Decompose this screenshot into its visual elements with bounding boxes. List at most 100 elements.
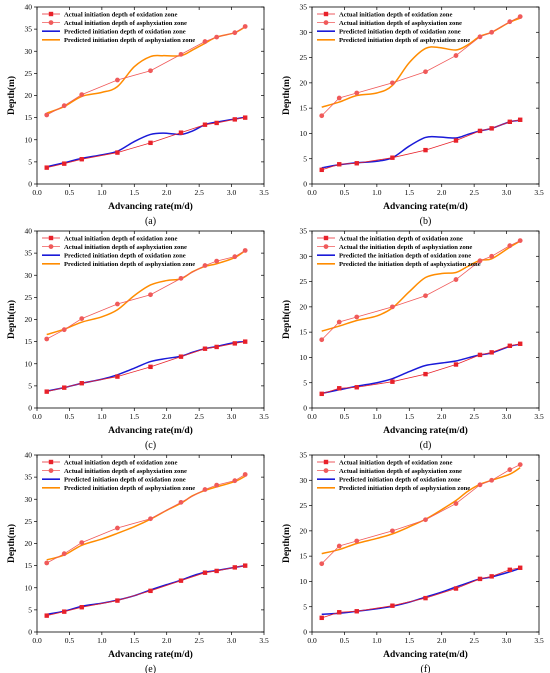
data-point-square — [178, 354, 184, 359]
data-point-square — [390, 603, 395, 608]
data-point-circle — [178, 275, 184, 281]
series-0 — [44, 339, 248, 394]
series-1 — [319, 238, 523, 343]
data-point-circle — [44, 336, 50, 342]
y-tick-label: 25 — [300, 277, 308, 286]
data-point-square — [337, 386, 342, 391]
data-point-square — [148, 364, 153, 370]
chart-svg: 0.0 0.5 1.0 1.5 2.0 2.5 3.0 3.5 0 5 10 15 20 25 30 35 Ad… — [281, 3, 544, 227]
data-point-square — [453, 362, 459, 367]
data-point-square — [44, 613, 49, 618]
legend-marker-square — [48, 459, 54, 465]
data-point-square — [517, 341, 523, 346]
data-point-square — [423, 371, 428, 377]
y-tick-label: 35 — [300, 227, 308, 236]
x-tick-label: 3.0 — [502, 188, 512, 197]
y-tick-label: 0 — [303, 404, 307, 413]
x-tick-label: 1.0 — [372, 636, 382, 645]
data-point-circle — [319, 561, 325, 567]
data-point-circle — [202, 263, 208, 268]
x-tick-label: 2.5 — [194, 412, 204, 421]
data-point-circle — [477, 34, 483, 40]
legend-marker-circle — [323, 244, 329, 249]
x-tick-label: 2.5 — [469, 188, 479, 197]
data-point-circle — [354, 314, 360, 320]
data-point-square — [517, 565, 523, 570]
data-point-circle — [507, 19, 513, 25]
data-point-square — [79, 381, 84, 386]
x-tick-label: 2.0 — [437, 636, 447, 645]
y-tick-label: 10 — [25, 359, 33, 368]
y-tick-label: 5 — [303, 154, 307, 163]
data-point-square — [62, 609, 67, 614]
data-point-circle — [178, 499, 184, 505]
y-tick-label: 30 — [25, 47, 33, 56]
series-1 — [319, 14, 523, 119]
x-tick-label: 1.0 — [97, 412, 107, 421]
chart-panel-f: 0.0 0.5 1.0 1.5 2.0 2.5 3.0 3.5 0 5 10 15 20 25 30 35 Ad… — [275, 448, 550, 673]
data-point-square — [242, 339, 248, 344]
data-point-square — [148, 588, 153, 594]
data-point-square — [423, 147, 428, 153]
panel-caption: (d) — [420, 440, 432, 451]
y-tick-label: 35 — [25, 249, 33, 258]
x-axis-label: Advancing rate(m/d) — [383, 649, 468, 660]
data-point-square — [214, 344, 219, 350]
predicted-line — [321, 240, 521, 332]
y-tick-label: 5 — [303, 602, 307, 611]
data-point-square — [507, 567, 513, 572]
y-tick-label: 35 — [25, 25, 33, 34]
series-1 — [44, 24, 248, 118]
x-tick-label: 0.5 — [65, 636, 75, 645]
series-1 — [44, 472, 248, 566]
data-point-circle — [453, 53, 459, 58]
data-point-square — [79, 157, 84, 162]
x-tick-label: 3.5 — [259, 412, 269, 421]
data-point-circle — [232, 254, 238, 260]
data-point-circle — [115, 525, 120, 531]
legend: Actual initiation depth of oxidation zon… — [317, 459, 470, 492]
legend-entry: Predicted initiation depth of oxidation … — [64, 29, 186, 36]
x-tick-label: 0.5 — [340, 636, 350, 645]
actual-line — [46, 474, 246, 564]
y-tick-label: 15 — [300, 328, 308, 337]
data-point-square — [423, 595, 428, 601]
x-tick-label: 1.0 — [97, 188, 107, 197]
y-tick-label: 20 — [300, 302, 308, 311]
actual-line — [321, 464, 521, 565]
x-axis-label: Advancing rate(m/d) — [108, 201, 193, 212]
legend-marker-square — [48, 11, 54, 17]
data-point-square — [354, 385, 359, 390]
data-point-square — [202, 570, 208, 575]
data-point-circle — [242, 248, 248, 253]
actual-line — [46, 341, 246, 393]
data-point-square — [115, 150, 120, 155]
y-tick-label: 0 — [28, 628, 32, 637]
x-tick-label: 3.5 — [259, 188, 269, 197]
x-tick-label: 2.5 — [194, 188, 204, 197]
y-tick-label: 0 — [28, 404, 32, 413]
x-tick-label: 2.0 — [437, 412, 447, 421]
legend-entry: Actual initiation depth of oxidation zon… — [339, 459, 452, 466]
data-point-circle — [319, 113, 325, 119]
y-tick-label: 0 — [303, 628, 307, 637]
legend-entry: Actual initiation depth of asphyxiation … — [64, 244, 187, 251]
y-axis-label: Depth(m) — [6, 76, 17, 115]
legend-entry: Actual initiation depth of oxidation zon… — [64, 235, 177, 242]
legend-marker-circle — [48, 20, 54, 25]
data-point-circle — [390, 80, 395, 86]
x-tick-label: 0.0 — [32, 188, 42, 197]
data-point-square — [202, 122, 208, 127]
data-point-square — [202, 346, 208, 351]
data-point-square — [337, 610, 342, 615]
data-point-square — [214, 568, 219, 574]
y-tick-label: 5 — [303, 378, 307, 387]
data-point-square — [354, 161, 359, 166]
data-point-circle — [354, 538, 360, 544]
series-1 — [44, 248, 248, 342]
data-point-square — [477, 128, 483, 134]
data-point-circle — [148, 516, 153, 522]
legend-entry: Predicted initiation depth of oxidation … — [339, 29, 461, 36]
data-point-circle — [507, 467, 513, 473]
